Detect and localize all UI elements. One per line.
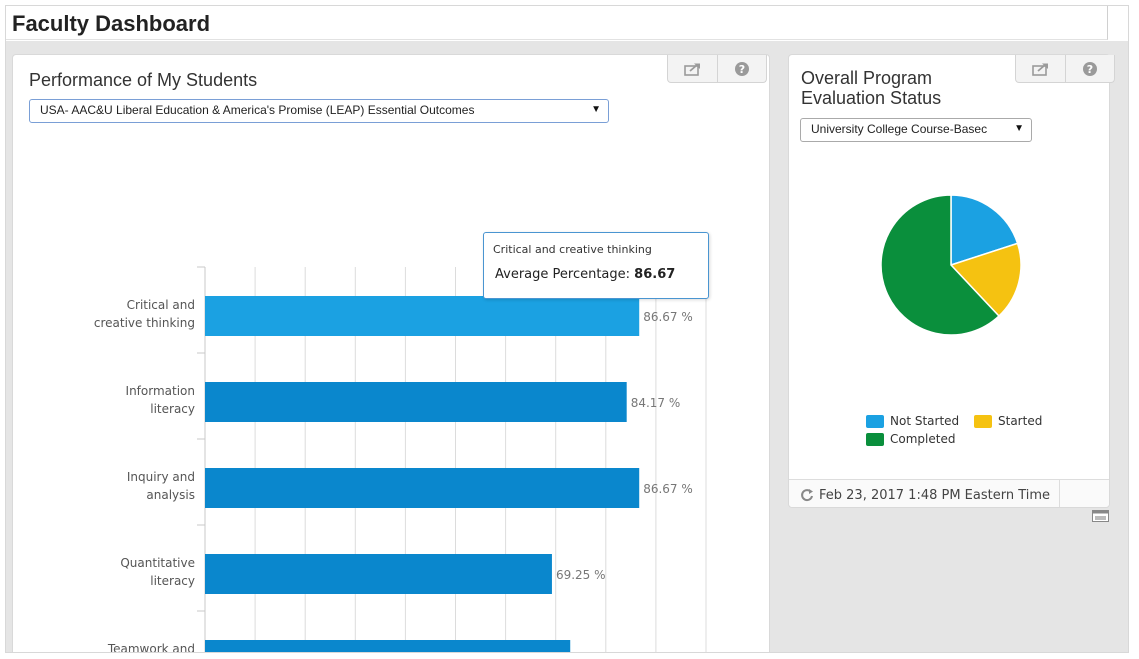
category-label: literacy xyxy=(150,574,195,588)
pie-slice-completed[interactable] xyxy=(880,194,1000,336)
svg-text:?: ? xyxy=(1087,63,1093,76)
program-select[interactable]: University College Course-Basec ▼ xyxy=(800,118,1032,142)
help-icon: ? xyxy=(735,61,749,76)
legend-label: Not Started xyxy=(890,414,960,428)
tooltip-category: Critical and creative thinking xyxy=(493,243,652,256)
dashboard-frame: Faculty Dashboard Performance of My Stud… xyxy=(5,5,1129,653)
help-icon: ? xyxy=(1083,61,1097,76)
category-label: analysis xyxy=(146,488,195,502)
legend-label: Started xyxy=(998,414,1043,428)
legend-item-started: Started xyxy=(974,414,1042,428)
bar-4 xyxy=(205,554,552,594)
performance-panel: Performance of My Students ? USA- AAC&U … xyxy=(12,54,770,653)
program-panel-footer: Feb 23, 2017 1:48 PM Eastern Time xyxy=(789,479,1109,507)
outcome-select[interactable]: USA- AAC&U Liberal Education & America's… xyxy=(29,99,609,123)
program-select-value: University College Course-Basec xyxy=(811,122,988,136)
performance-panel-title: Performance of My Students xyxy=(29,70,258,90)
dropdown-arrow-icon: ▼ xyxy=(591,104,601,115)
program-status-pie-chart xyxy=(880,194,1022,336)
help-button[interactable]: ? xyxy=(717,55,766,82)
legend-item-not-started: Not Started xyxy=(866,414,959,428)
category-label: Inquiry and xyxy=(127,470,195,484)
legend-item-completed: Completed xyxy=(866,432,955,446)
share-icon xyxy=(1031,63,1048,76)
legend-swatch xyxy=(866,432,884,446)
bar-2 xyxy=(205,382,627,422)
tooltip-metric: Average Percentage: 86.67 xyxy=(495,267,675,282)
category-label: Information xyxy=(126,384,195,398)
page-title: Faculty Dashboard xyxy=(12,11,211,36)
window-icon[interactable] xyxy=(1092,510,1109,522)
program-status-panel: Overall Program Evaluation Status ? Univ… xyxy=(788,54,1115,508)
bar-3 xyxy=(205,468,640,508)
share-button[interactable] xyxy=(1016,55,1065,82)
svg-text:?: ? xyxy=(739,63,745,76)
share-icon xyxy=(683,63,700,76)
performance-toolbar: ? xyxy=(667,55,767,83)
outcome-select-value: USA- AAC&U Liberal Education & America's… xyxy=(40,103,475,117)
footer-divider xyxy=(1059,480,1060,507)
legend-swatch xyxy=(866,414,884,428)
last-updated-text: Feb 23, 2017 1:48 PM Eastern Time xyxy=(819,488,1051,503)
value-label-3: 86.67 % xyxy=(643,482,693,496)
value-label-4: 69.25 % xyxy=(556,568,606,582)
bar-5 xyxy=(205,640,571,652)
refresh-icon[interactable] xyxy=(800,488,814,502)
tooltip-metric-value: 86.67 xyxy=(634,267,676,282)
value-label-1: 86.67 % xyxy=(643,310,693,324)
category-label: creative thinking xyxy=(94,316,195,330)
category-label: Quantitative xyxy=(120,556,195,570)
program-panel-title-line2: Evaluation Status xyxy=(801,88,942,108)
performance-bar-chart: 86.67 % Critical and creative thinking 84.1… xyxy=(94,266,707,653)
chart-tooltip: Critical and creative thinking Average P… xyxy=(483,232,709,299)
value-label-2: 84.17 % xyxy=(631,396,681,410)
legend-label: Completed xyxy=(890,432,956,446)
category-label: Critical and xyxy=(127,298,195,312)
pie-slice-not-started[interactable] xyxy=(950,194,1019,267)
category-label: literacy xyxy=(150,402,195,416)
help-button[interactable]: ? xyxy=(1065,55,1114,82)
program-toolbar: ? xyxy=(1015,55,1115,83)
tooltip-metric-label: Average Percentage: xyxy=(495,267,631,282)
bar-1 xyxy=(205,296,640,336)
share-button[interactable] xyxy=(668,55,717,82)
dashboard-header: Faculty Dashboard xyxy=(6,6,1108,40)
dropdown-arrow-icon: ▼ xyxy=(1014,123,1024,134)
program-panel-title-line1: Overall Program xyxy=(801,68,933,88)
pie-slice-started[interactable] xyxy=(949,242,1022,318)
legend-swatch xyxy=(974,414,992,428)
category-label: Teamwork and xyxy=(107,642,195,653)
